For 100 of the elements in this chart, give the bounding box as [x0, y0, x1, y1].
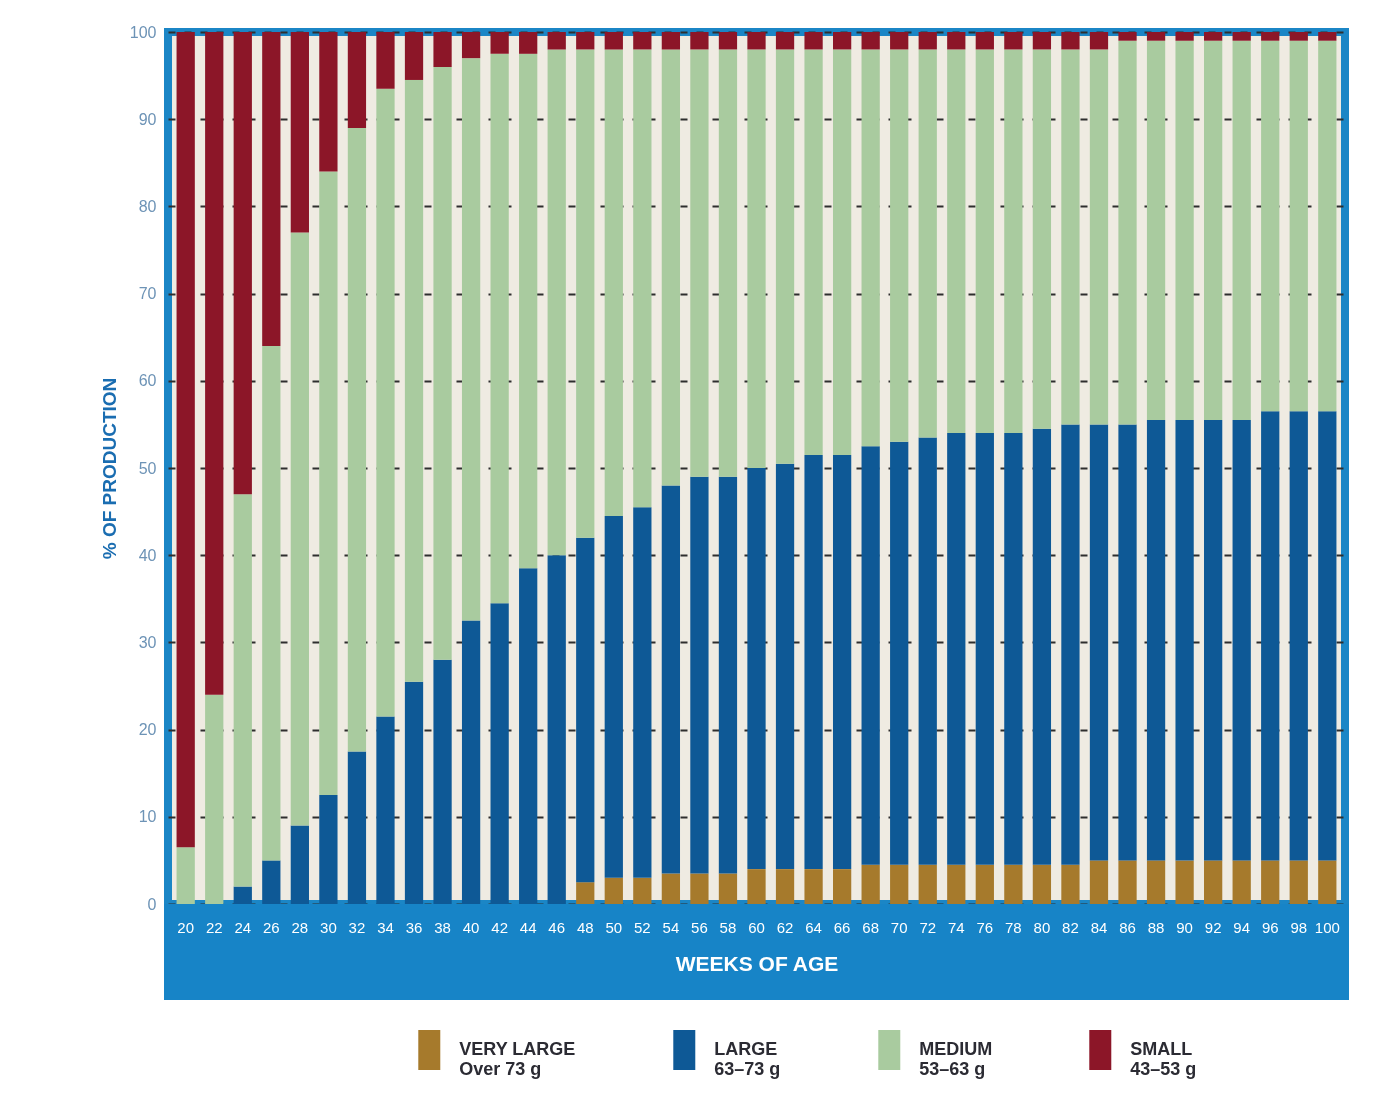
- bar: [1204, 32, 1223, 41]
- bar: [1061, 424, 1080, 865]
- y-tick-label: 70: [138, 285, 157, 303]
- bar: [775, 49, 795, 464]
- legend-label: LARGE 63–73 g: [714, 1039, 781, 1079]
- bar: [804, 32, 823, 50]
- bar: [433, 659, 452, 904]
- bar: [319, 171, 338, 795]
- y-tick-label: 60: [138, 372, 157, 390]
- x-tick-label: 76: [976, 918, 994, 936]
- y-tick-label: 90: [138, 110, 157, 128]
- x-tick-label: 56: [691, 918, 708, 936]
- bar: [490, 603, 509, 904]
- x-tick-label: 26: [262, 918, 280, 936]
- x-tick-label: 88: [1147, 918, 1165, 936]
- x-tick-label: 50: [605, 918, 623, 936]
- bar: [1032, 32, 1052, 50]
- bar: [205, 694, 224, 904]
- bar: [1146, 420, 1166, 861]
- bar: [262, 345, 281, 861]
- y-tick-label: 0: [147, 895, 157, 913]
- bar: [461, 620, 481, 904]
- bar: [547, 555, 566, 904]
- bar: [1318, 32, 1337, 41]
- x-tick-label: 100: [1314, 918, 1340, 936]
- bar: [1118, 860, 1137, 904]
- bar: [1146, 32, 1166, 41]
- bar: [775, 869, 795, 904]
- x-tick-label: 70: [890, 918, 908, 936]
- bar: [804, 454, 823, 870]
- bar: [1004, 49, 1023, 434]
- bar: [690, 476, 709, 874]
- x-tick-label: 66: [833, 918, 851, 936]
- x-tick-label: 46: [548, 918, 566, 936]
- bar: [1289, 860, 1308, 904]
- bar: [1261, 32, 1280, 41]
- bar: [1118, 40, 1137, 425]
- bar: [890, 441, 909, 865]
- x-tick-label: 54: [662, 918, 680, 936]
- legend-label: SMALL 43–53 g: [1130, 1039, 1197, 1079]
- bar: [1232, 32, 1251, 41]
- bar: [1032, 428, 1052, 865]
- bar: [775, 32, 795, 50]
- x-tick-label: 58: [719, 918, 737, 936]
- bar: [1175, 860, 1194, 904]
- bar: [947, 433, 966, 865]
- bar: [404, 79, 424, 682]
- bar: [290, 825, 309, 904]
- bar: [832, 869, 852, 904]
- bar: [1004, 32, 1023, 50]
- bar: [233, 886, 252, 904]
- bar: [290, 32, 309, 233]
- x-tick-label: 96: [1261, 918, 1279, 936]
- y-axis-title: % OF PRODUCTION: [98, 377, 120, 560]
- bar: [376, 716, 395, 904]
- x-tick-label: 36: [405, 918, 423, 936]
- bar: [176, 847, 195, 904]
- bar: [1232, 860, 1251, 904]
- bar: [890, 32, 909, 50]
- bar: [319, 32, 338, 172]
- x-tick-label: 52: [634, 918, 651, 936]
- bar: [490, 32, 509, 54]
- bar: [576, 537, 595, 883]
- bar: [1089, 32, 1109, 50]
- bar: [1146, 40, 1166, 421]
- bar: [262, 860, 281, 904]
- bar: [1089, 860, 1109, 904]
- bar: [832, 49, 852, 455]
- bar: [918, 437, 937, 865]
- bar: [1318, 860, 1337, 904]
- x-tick-label: 90: [1176, 918, 1193, 936]
- x-tick-label: 78: [1005, 918, 1022, 936]
- bar: [1146, 860, 1166, 904]
- bar: [1061, 864, 1080, 904]
- bar: [547, 49, 566, 556]
- y-tick-label: 80: [138, 197, 157, 215]
- bar: [1175, 420, 1194, 861]
- bar: [947, 49, 966, 434]
- bar: [1118, 424, 1137, 861]
- bar: [604, 877, 623, 904]
- bar: [861, 32, 880, 50]
- bar: [747, 869, 766, 904]
- bar: [861, 446, 880, 865]
- x-tick-label: 28: [291, 918, 309, 936]
- x-tick-label: 20: [177, 918, 195, 936]
- y-tick-label: 20: [138, 721, 157, 739]
- bar: [747, 49, 766, 468]
- bar: [404, 32, 424, 80]
- bar: [1261, 860, 1280, 904]
- bar: [1175, 32, 1194, 41]
- bar: [633, 877, 652, 904]
- bar: [1061, 32, 1080, 50]
- bar: [890, 49, 909, 442]
- bar: [262, 32, 281, 346]
- x-tick-label: 60: [748, 918, 765, 936]
- x-tick-label: 82: [1062, 918, 1079, 936]
- bar: [519, 53, 538, 569]
- bar: [1204, 40, 1223, 421]
- bar: [1204, 860, 1223, 904]
- bar: [604, 32, 623, 50]
